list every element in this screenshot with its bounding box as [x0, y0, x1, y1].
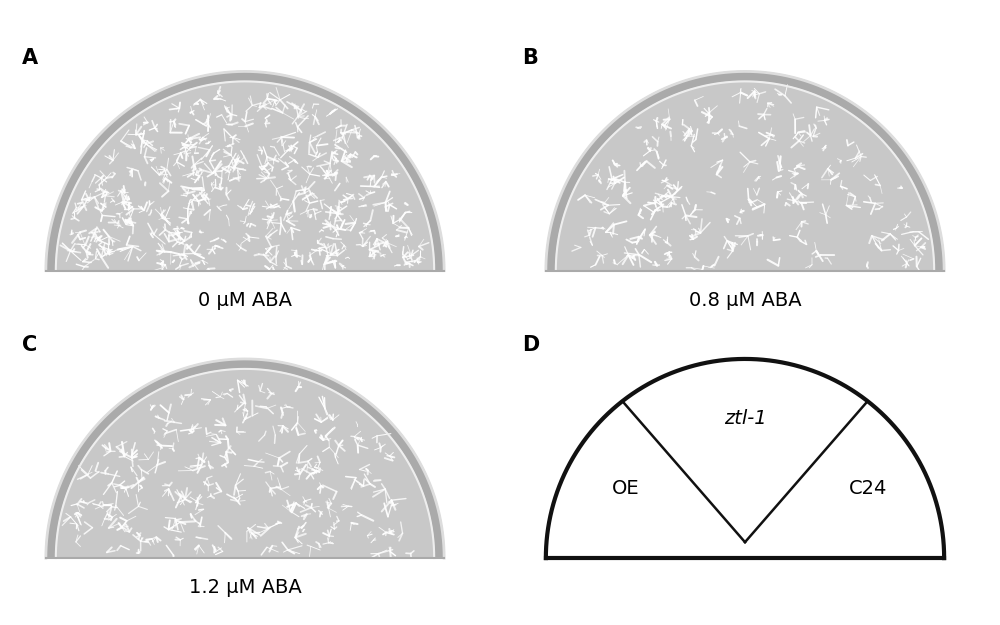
Polygon shape	[556, 81, 934, 271]
Polygon shape	[46, 359, 444, 558]
Polygon shape	[546, 359, 944, 558]
Text: 0 μM ABA: 0 μM ABA	[198, 291, 292, 309]
Text: ztl-1: ztl-1	[724, 409, 766, 428]
Text: 0.8 μM ABA: 0.8 μM ABA	[689, 291, 801, 309]
Text: C: C	[22, 335, 37, 355]
Text: B: B	[522, 48, 538, 68]
Text: C24: C24	[849, 479, 888, 498]
Text: OE: OE	[612, 479, 639, 498]
Polygon shape	[56, 369, 434, 558]
Polygon shape	[546, 71, 944, 271]
Polygon shape	[56, 81, 434, 271]
Text: 1.2 μM ABA: 1.2 μM ABA	[189, 578, 301, 597]
Text: A: A	[22, 48, 38, 68]
Polygon shape	[46, 71, 444, 271]
Text: D: D	[522, 335, 539, 355]
